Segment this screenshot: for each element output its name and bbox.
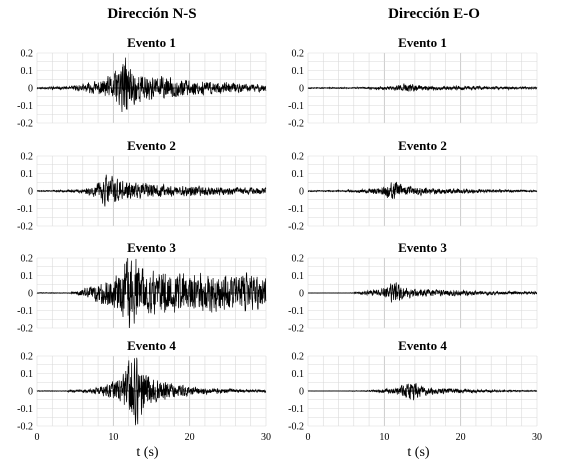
c1-p2-ytick-label: 0.1 xyxy=(292,271,305,282)
c1-p1-trace xyxy=(307,181,538,200)
c0-p1-ytick-label: 0 xyxy=(28,187,33,198)
c0-p0-ytick-label: -0.2 xyxy=(17,119,33,130)
c1-xtick-label: 30 xyxy=(532,432,542,443)
column-title-ns: Dirección N-S xyxy=(107,6,196,22)
c0-p3-ytick-label: -0.2 xyxy=(17,422,33,433)
c1-p1-ytick-label: -0.1 xyxy=(288,204,304,215)
c1-p1-ytick-label: -0.2 xyxy=(288,222,304,233)
c1-p1-ytick-label: 0 xyxy=(299,187,304,198)
c0-p3-ytick-label: 0.1 xyxy=(21,369,34,380)
c1-p1-title: Evento 2 xyxy=(398,138,447,153)
c1-p3-ytick-label: 0.1 xyxy=(292,369,305,380)
c1-p0-ytick-label: -0.1 xyxy=(288,101,304,112)
column-title-eo: Dirección E-O xyxy=(388,6,480,22)
c1-p0-ytick-label: 0.1 xyxy=(292,66,305,77)
c0-p3-ytick-label: 0 xyxy=(28,387,33,398)
c0-p0-ytick-label: 0.2 xyxy=(21,49,34,60)
c1-xtick-label: 10 xyxy=(379,432,389,443)
c0-xtick-label: 30 xyxy=(261,432,271,443)
c1-p0-ytick-label: 0.2 xyxy=(292,49,305,60)
c0-p3-ytick-label: -0.1 xyxy=(17,404,33,415)
c0-p3-ytick-label: 0.2 xyxy=(21,352,34,363)
c0-p2-ytick-label: 0.2 xyxy=(21,254,34,265)
c1-xaxis-label: t (s) xyxy=(407,445,430,460)
c0-p2-ytick-label: -0.1 xyxy=(17,306,33,317)
c1-p0-ytick-label: 0 xyxy=(299,84,304,95)
c1-p3-title: Evento 4 xyxy=(398,338,447,353)
c0-p0-ytick-label: 0.1 xyxy=(21,66,34,77)
c0-p0-trace xyxy=(36,57,267,112)
c0-p1-ytick-label: 0.1 xyxy=(21,169,34,180)
c0-p2-trace xyxy=(36,257,267,329)
c1-p0-trace xyxy=(307,82,538,92)
c1-p2-ytick-label: 0.2 xyxy=(292,254,305,265)
c1-xtick-label: 0 xyxy=(306,432,311,443)
c1-p0-title: Evento 1 xyxy=(398,35,447,50)
panels-group: 0.2 0.1 0 -0.1 -0.2 Evento 1 0.2 0.1 0 -0.1 -0.2 Ev… xyxy=(17,35,542,460)
c0-p1-title: Evento 2 xyxy=(127,138,176,153)
c0-p2-ytick-label: 0.1 xyxy=(21,271,34,282)
c0-p1-ytick-label: 0.2 xyxy=(21,152,34,163)
c1-p2-ytick-label: -0.1 xyxy=(288,306,304,317)
c1-p0-ytick-label: -0.2 xyxy=(288,119,304,130)
c0-p2-title: Evento 3 xyxy=(127,240,176,255)
c0-xtick-label: 20 xyxy=(185,432,195,443)
c0-xtick-label: 10 xyxy=(108,432,118,443)
c1-p3-ytick-label: -0.2 xyxy=(288,422,304,433)
c0-p3-title: Evento 4 xyxy=(127,338,176,353)
c0-p2-ytick-label: 0 xyxy=(28,289,33,300)
c1-p1-ytick-label: 0.1 xyxy=(292,169,305,180)
c1-p3-ytick-label: -0.1 xyxy=(288,404,304,415)
c1-p2-title: Evento 3 xyxy=(398,240,447,255)
c1-p2-ytick-label: -0.2 xyxy=(288,324,304,335)
c1-p1-ytick-label: 0.2 xyxy=(292,152,305,163)
c1-p3-ytick-label: 0.2 xyxy=(292,352,305,363)
c0-p0-ytick-label: 0 xyxy=(28,84,33,95)
c1-xtick-label: 20 xyxy=(456,432,466,443)
c1-p3-trace xyxy=(307,383,538,401)
c1-p2-trace xyxy=(307,282,538,303)
c0-p2-ytick-label: -0.2 xyxy=(17,324,33,335)
c0-xtick-label: 0 xyxy=(35,432,40,443)
c0-xaxis-label: t (s) xyxy=(136,445,159,460)
c1-p3-ytick-label: 0 xyxy=(299,387,304,398)
c1-p2-ytick-label: 0 xyxy=(299,289,304,300)
c0-p1-ytick-label: -0.1 xyxy=(17,204,33,215)
c0-p3-trace xyxy=(36,357,267,426)
c0-p1-ytick-label: -0.2 xyxy=(17,222,33,233)
c0-p0-ytick-label: -0.1 xyxy=(17,101,33,112)
c0-p0-title: Evento 1 xyxy=(127,35,176,50)
c0-p1-trace xyxy=(36,174,267,207)
